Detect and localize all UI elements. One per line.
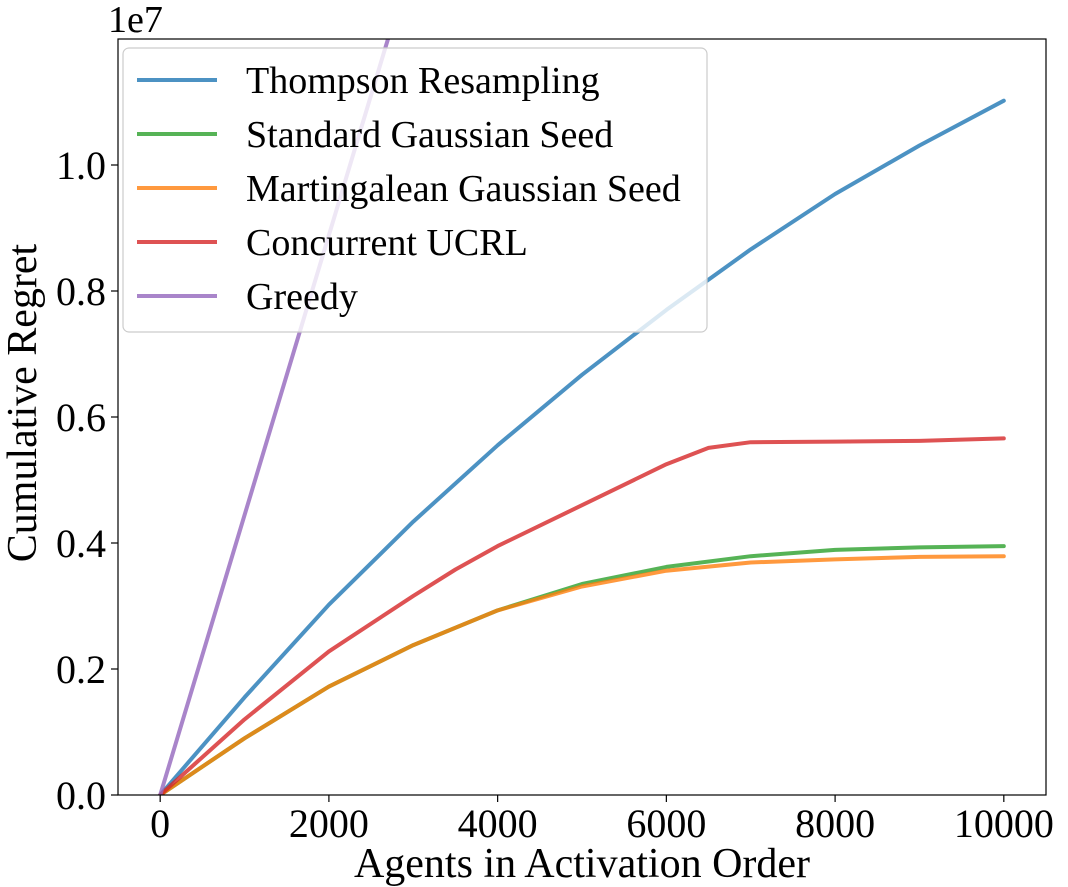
y-tick-label: 0.8	[56, 269, 106, 314]
x-tick-label: 4000	[458, 801, 538, 846]
series-line-martingalean-gaussian-seed	[158, 554, 1006, 795]
y-scale-label: 1e7	[108, 0, 163, 41]
series-line-standard-gaussian-seed	[158, 544, 1006, 795]
x-tick-label: 0	[150, 801, 170, 846]
y-tick-label: 0.0	[56, 773, 106, 818]
y-tick-label: 1.0	[56, 143, 106, 188]
legend-label: Concurrent UCRL	[246, 222, 528, 264]
x-tick-label: 6000	[626, 801, 706, 846]
y-tick-label: 0.2	[56, 647, 106, 692]
y-axis-label: Cumulative Regret	[0, 243, 46, 562]
x-axis-label: Agents in Activation Order	[354, 841, 810, 887]
legend-label: Thompson Resampling	[246, 60, 600, 102]
x-tick-label: 10000	[954, 801, 1054, 846]
legend-label: Martingalean Gaussian Seed	[246, 168, 681, 210]
y-tick-label: 0.6	[56, 395, 106, 440]
legend-label: Standard Gaussian Seed	[246, 114, 613, 156]
x-tick-label: 2000	[289, 801, 369, 846]
series-line-concurrent-ucrl	[158, 436, 1006, 795]
legend: Thompson Resampling Standard Gaussian See…	[122, 47, 708, 333]
axes-layer: 0 2000 4000 6000 8000 10000 0.0 0.2 0.4 0.6 0.8 1.0	[56, 143, 1054, 846]
y-tick-label: 0.4	[56, 521, 106, 566]
series-line-thompson-resampling	[158, 98, 1006, 795]
legend-box	[122, 47, 708, 333]
x-tick-label: 8000	[795, 801, 875, 846]
series-layer	[158, 39, 1006, 795]
legend-label: Greedy	[246, 276, 358, 318]
